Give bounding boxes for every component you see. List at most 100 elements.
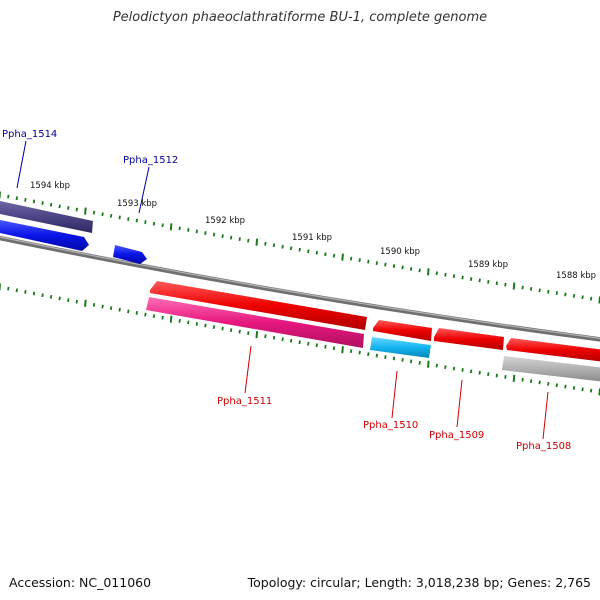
gene-label-ppha-1509[interactable]: Ppha_1509 [429, 430, 484, 441]
outer-scale-minor-tick [589, 296, 593, 301]
outer-scale-minor-tick [504, 282, 507, 287]
inner-scale-minor-tick [349, 349, 353, 354]
inner-scale-minor-tick [7, 286, 10, 291]
inner-scale-minor-tick [49, 294, 53, 299]
outer-scale-minor-tick [478, 278, 481, 283]
gene-label-ppha-1510[interactable]: Ppha_1510 [363, 420, 418, 431]
inner-scale-minor-tick [298, 340, 301, 345]
outer-scale-minor-tick [444, 272, 447, 277]
scale-label-1589: 1589 kbp [468, 260, 508, 270]
outer-scale-minor-tick [135, 218, 138, 223]
gene-label-ppha-1514[interactable]: Ppha_1514 [2, 129, 57, 140]
outer-scale-minor-tick [452, 274, 456, 279]
outer-scale-minor-tick [49, 202, 53, 207]
outer-scale-minor-tick [118, 215, 121, 220]
genome-backbone [0, 235, 600, 342]
inner-scale-minor-tick [238, 329, 241, 334]
inner-scale-minor-tick [461, 368, 464, 372]
gene-label-ppha-1512[interactable]: Ppha_1512 [123, 155, 178, 166]
inner-scale-minor-tick [538, 380, 541, 385]
outer-scale-minor-tick [435, 271, 438, 276]
inner-scale-minor-tick [229, 328, 233, 333]
feature-ppha-1508[interactable] [502, 356, 600, 382]
outer-scale-minor-tick [392, 264, 396, 268]
outer-scale-minor-tick [289, 246, 293, 251]
inner-scale-minor-tick [332, 346, 336, 351]
inner-scale-minor-tick [92, 303, 96, 307]
outer-scale-minor-tick [247, 238, 250, 243]
outer-scale-minor-tick [324, 252, 327, 257]
outer-scale-minor-tick [161, 223, 164, 228]
outer-scale-minor-tick [15, 196, 18, 201]
scale-label-1588: 1588 kbp [556, 271, 596, 281]
outer-scale-minor-tick [538, 288, 541, 293]
outer-scale-major-tick [169, 223, 173, 231]
outer-scale-minor-tick [144, 220, 147, 225]
outer-scale-minor-tick [401, 265, 404, 270]
outer-scale-major-tick [255, 238, 259, 246]
inner-scale-minor-tick [589, 388, 593, 393]
inner-scale-major-tick [427, 360, 430, 368]
inner-scale-minor-tick [401, 358, 404, 362]
feature-ppha-1511-red[interactable] [150, 281, 367, 330]
inner-scale-minor-tick [221, 326, 224, 331]
outer-scale-minor-tick [332, 253, 336, 258]
inner-scale-minor-tick [109, 306, 113, 311]
outer-scale-minor-tick [109, 213, 113, 218]
inner-scale-minor-tick [264, 334, 267, 339]
inner-scale-minor-tick [409, 359, 413, 364]
inner-scale-minor-tick [469, 369, 473, 374]
inner-scale-minor-tick [118, 307, 121, 312]
genome-summary-text: Topology: circular; Length: 3,018,238 bp… [247, 575, 591, 590]
outer-scale-minor-tick [101, 212, 104, 217]
gene-label-ppha-1508[interactable]: Ppha_1508 [516, 441, 571, 452]
feature-ppha-1514[interactable] [0, 220, 89, 251]
feature-ppha-1508-red[interactable] [506, 338, 600, 362]
outer-scale-minor-tick [272, 243, 276, 248]
feature-ppha-1510[interactable] [370, 337, 431, 358]
outer-scale-ticks [0, 191, 600, 304]
feature-ppha-1511[interactable] [146, 297, 364, 348]
outer-scale-minor-tick [264, 241, 267, 246]
leader-line-ppha-1514 [16, 140, 27, 189]
inner-scale-minor-tick [204, 323, 207, 328]
outer-scale-minor-tick [307, 249, 310, 254]
outer-scale-major-tick [512, 282, 516, 290]
inner-scale-major-tick [341, 346, 344, 354]
outer-scale-minor-tick [418, 268, 421, 273]
leader-line-ppha-1510 [391, 370, 398, 419]
leader-line-ppha-1509 [456, 379, 463, 428]
inner-scale-minor-tick [307, 341, 310, 346]
outer-scale-minor-tick [487, 279, 490, 284]
inner-scale-minor-tick [212, 325, 216, 329]
inner-scale-minor-tick [272, 335, 276, 340]
inner-scale-minor-tick [367, 352, 370, 357]
scale-label-1593: 1593 kbp [117, 199, 157, 209]
scale-label-1590: 1590 kbp [380, 247, 420, 257]
outer-scale-minor-tick [32, 199, 36, 204]
inner-scale-minor-tick [487, 372, 490, 377]
inner-scale-minor-tick [324, 344, 327, 349]
inner-scale-minor-tick [521, 377, 524, 382]
outer-scale-minor-tick [281, 244, 284, 249]
outer-scale-minor-tick [521, 285, 524, 290]
inner-scale-minor-tick [247, 331, 250, 336]
gene-label-ppha-1511[interactable]: Ppha_1511 [217, 396, 272, 407]
inner-scale-minor-tick [504, 375, 507, 379]
feature-ppha-1510-red[interactable] [373, 320, 432, 341]
feature-ppha-1509[interactable] [434, 328, 504, 350]
inner-scale-major-tick [169, 315, 173, 323]
outer-scale-minor-tick [581, 295, 584, 300]
outer-scale-minor-tick [58, 204, 61, 209]
feature-ppha-1512[interactable] [113, 245, 147, 264]
inner-scale-minor-tick [178, 318, 181, 323]
inner-scale-minor-tick [152, 314, 156, 319]
feature-ppha-1514-upper[interactable] [0, 201, 93, 233]
outer-scale-minor-tick [529, 287, 533, 291]
inner-scale-minor-tick [529, 379, 533, 384]
inner-scale-minor-tick [375, 353, 378, 358]
outer-scale-minor-tick [127, 217, 130, 221]
inner-scale-minor-tick [135, 311, 138, 315]
inner-scale-minor-tick [187, 320, 190, 325]
